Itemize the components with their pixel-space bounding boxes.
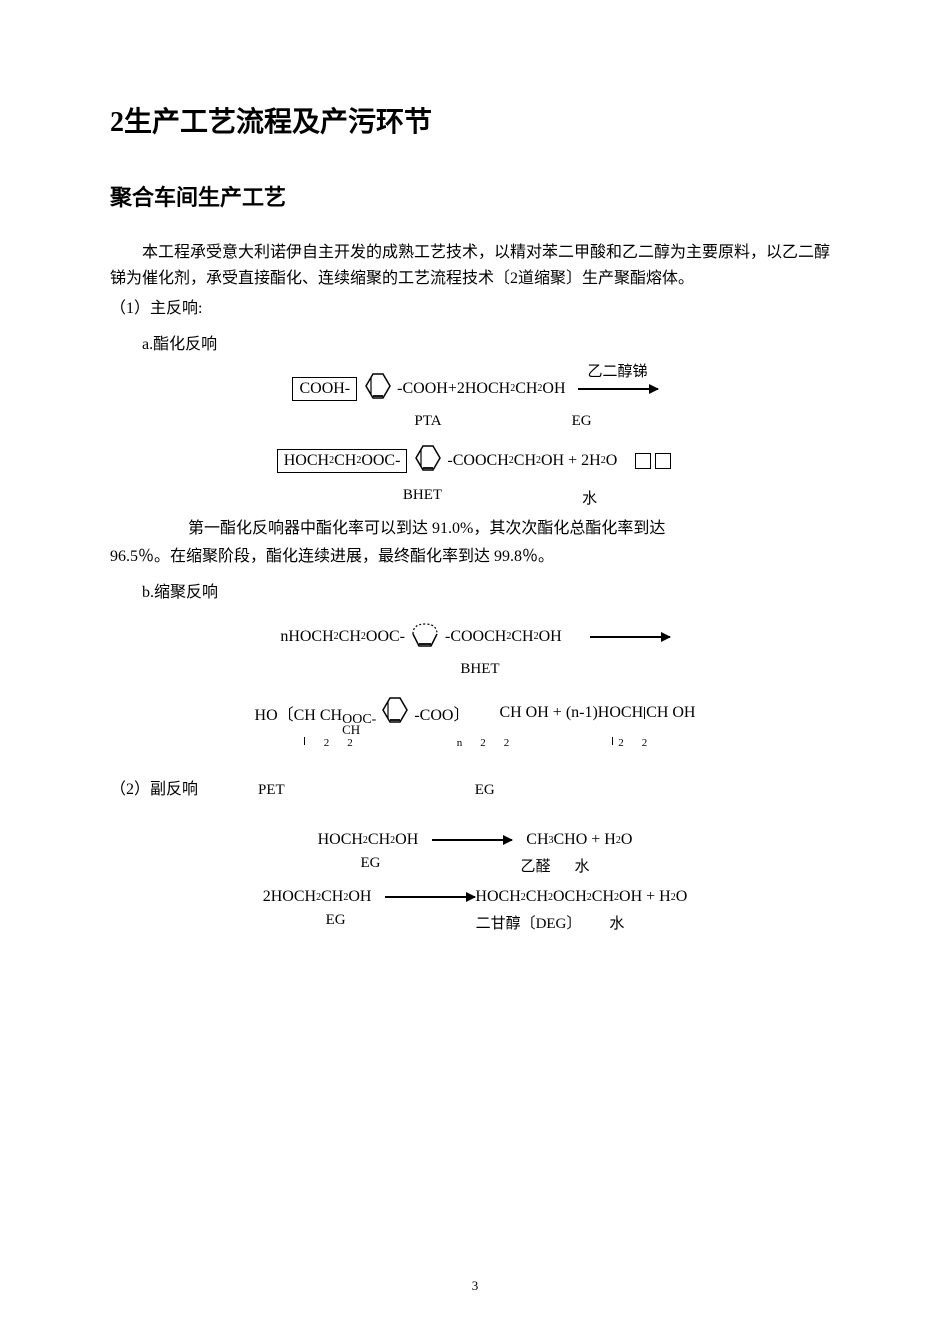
- label-acetaldehyde: 乙醛: [520, 855, 550, 876]
- label-eg: EG: [360, 855, 380, 876]
- arrow-icon: [590, 636, 670, 638]
- plus-sign: +: [448, 380, 457, 398]
- heading-number: 2: [110, 107, 124, 138]
- bhet-box: HOCH2 CH2 OOC-: [277, 449, 408, 473]
- benzene-icon: [361, 372, 395, 405]
- vline-icon: [612, 737, 613, 745]
- item-1a-label: a.酯化反响: [142, 332, 840, 358]
- small-box: [635, 453, 651, 469]
- benzene-icon: [378, 696, 412, 729]
- vline-icon: [304, 737, 305, 745]
- label-bhet: BHET: [403, 487, 442, 508]
- sub-heading: 聚合车间生产工艺: [110, 180, 840, 212]
- arrow-icon: [578, 388, 658, 390]
- benzene-icon: [407, 620, 443, 653]
- heading-title: 生产工艺流程及产污环节: [124, 107, 432, 138]
- after-reaction-1-line1: 第一酯化反响器中酯化率可以到达 91.0%，其次次酯化总酯化率到达: [188, 516, 840, 542]
- after-reaction-1-line2: 96.5％。在缩聚阶段，酯化连续进展，最终酯化率到达 99.8％。: [110, 544, 840, 570]
- benzene-icon: [411, 444, 445, 477]
- label-pet: PET: [258, 782, 285, 799]
- cooh-box: COOH-: [292, 377, 357, 401]
- intro-paragraph: 本工程承受意大利诺伊自主开发的成熟工艺技术，以精对苯二甲酸和乙二醇为主要原料，以…: [110, 240, 840, 292]
- label-pta: PTA: [414, 413, 441, 430]
- cooh-left: COOH-: [299, 380, 350, 398]
- arrow-icon: [385, 896, 475, 898]
- label-bhet: BHET: [460, 661, 499, 678]
- reaction-2: nHOCH2 CH2 OOC- -COOCH2 CH2 OH BHET HO〔C…: [110, 620, 840, 749]
- label-eg: EG: [326, 912, 346, 933]
- label-water: 水: [575, 855, 590, 876]
- item-1b-label: b.缩聚反响: [142, 580, 840, 606]
- cooh-right: -COOH: [397, 380, 448, 398]
- item-1-label: （1）主反响:: [110, 296, 840, 322]
- arrow-icon: [432, 839, 512, 841]
- label-eg: EG: [475, 782, 495, 799]
- eg-left: 2HOCH: [457, 380, 510, 398]
- item-2-label: （2）副反响: [110, 777, 198, 803]
- label-deg: 二甘醇〔DEG〕: [476, 912, 582, 933]
- small-box: [655, 453, 671, 469]
- reaction-4: 2HOCH2 CH2 OH HOCH2 CH2 OCH2 CH2 OH + H2…: [110, 888, 840, 933]
- catalyst-label: 乙二醇锑: [578, 360, 658, 381]
- vline-icon: [644, 707, 645, 719]
- label-eg: EG: [572, 413, 592, 430]
- reaction-1: COOH- -COOH + 2HOCH2 CH2 OH 乙二醇锑 PTA EG …: [110, 372, 840, 508]
- reaction-3: HOCH2 CH2 OH CH3 CHO + H2 O EG 乙醛 水: [110, 831, 840, 876]
- main-heading: 2生产工艺流程及产污环节: [110, 100, 840, 140]
- label-water: 水: [582, 487, 597, 508]
- page-number: 3: [472, 1278, 479, 1294]
- label-water: 水: [609, 912, 624, 933]
